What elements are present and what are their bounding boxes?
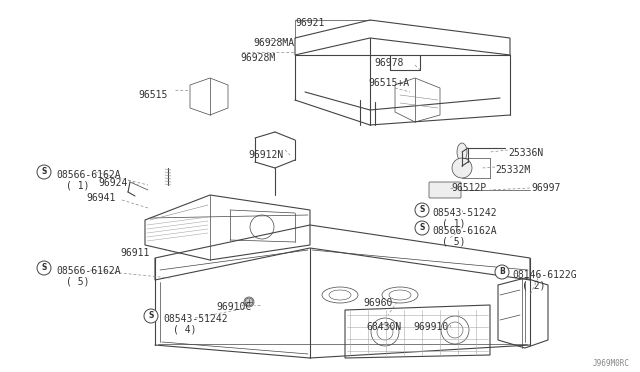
Text: 96910C: 96910C xyxy=(216,302,252,312)
Text: 96978: 96978 xyxy=(374,58,403,68)
Text: 96924: 96924 xyxy=(98,178,127,188)
Ellipse shape xyxy=(457,143,467,161)
Circle shape xyxy=(452,158,472,178)
Text: 25332M: 25332M xyxy=(495,165,531,175)
Text: ( 5): ( 5) xyxy=(442,237,465,247)
Text: 96912N: 96912N xyxy=(248,150,284,160)
Text: ( 5): ( 5) xyxy=(66,277,90,287)
Text: 96515: 96515 xyxy=(138,90,168,100)
Text: 08543-51242: 08543-51242 xyxy=(163,314,228,324)
Text: 08566-6162A: 08566-6162A xyxy=(432,226,497,236)
Text: S: S xyxy=(419,224,425,232)
Text: 25336N: 25336N xyxy=(508,148,543,158)
Text: S: S xyxy=(419,205,425,215)
Circle shape xyxy=(144,309,158,323)
Text: B: B xyxy=(499,267,505,276)
Text: 96928MA: 96928MA xyxy=(253,38,294,48)
Text: 96512P: 96512P xyxy=(451,183,486,193)
Text: 96960: 96960 xyxy=(363,298,392,308)
Text: 96941: 96941 xyxy=(86,193,115,203)
Text: 96997: 96997 xyxy=(531,183,561,193)
Text: 96515+A: 96515+A xyxy=(368,78,409,88)
Text: S: S xyxy=(42,167,47,176)
Text: S: S xyxy=(42,263,47,273)
Circle shape xyxy=(37,261,51,275)
Text: 08146-6122G: 08146-6122G xyxy=(512,270,577,280)
Text: 969910: 969910 xyxy=(413,322,448,332)
Circle shape xyxy=(245,298,253,306)
Text: 96928M: 96928M xyxy=(240,53,275,63)
Text: 96921: 96921 xyxy=(295,18,324,28)
Circle shape xyxy=(415,203,429,217)
Text: ( 1): ( 1) xyxy=(442,219,465,229)
Text: 68430N: 68430N xyxy=(366,322,401,332)
Text: ( 4): ( 4) xyxy=(173,325,196,335)
Circle shape xyxy=(37,165,51,179)
Text: ( 1): ( 1) xyxy=(66,181,90,191)
Circle shape xyxy=(415,221,429,235)
Text: 08543-51242: 08543-51242 xyxy=(432,208,497,218)
Text: J969M0RC: J969M0RC xyxy=(593,359,630,368)
FancyBboxPatch shape xyxy=(429,182,461,198)
Text: S: S xyxy=(148,311,154,321)
Text: ( 2): ( 2) xyxy=(522,281,545,291)
Circle shape xyxy=(495,265,509,279)
Text: 96911: 96911 xyxy=(120,248,149,258)
Text: 08566-6162A: 08566-6162A xyxy=(56,266,120,276)
Text: 08566-6162A: 08566-6162A xyxy=(56,170,120,180)
